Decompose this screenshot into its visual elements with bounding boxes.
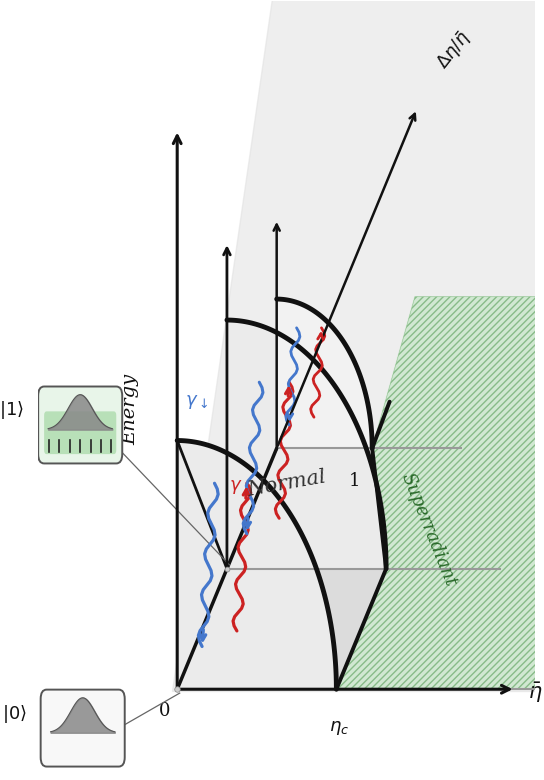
Polygon shape: [177, 320, 386, 690]
Text: Normal: Normal: [246, 467, 327, 499]
FancyBboxPatch shape: [44, 411, 116, 454]
Text: $\gamma_{\uparrow}$: $\gamma_{\uparrow}$: [230, 478, 252, 496]
Text: $|1\rangle$: $|1\rangle$: [0, 399, 24, 421]
Text: 0: 0: [159, 702, 170, 720]
Text: Energy: Energy: [121, 374, 139, 445]
FancyBboxPatch shape: [41, 690, 125, 767]
Text: $\bar{\eta}$: $\bar{\eta}$: [528, 681, 542, 705]
Text: $\eta_c$: $\eta_c$: [329, 718, 349, 737]
Polygon shape: [227, 320, 386, 569]
Polygon shape: [277, 299, 372, 448]
Polygon shape: [172, 0, 544, 691]
Polygon shape: [177, 441, 336, 690]
Text: $\gamma_{\downarrow}$: $\gamma_{\downarrow}$: [184, 392, 208, 410]
Text: Superradiant: Superradiant: [397, 470, 459, 590]
Text: 1: 1: [349, 472, 361, 490]
Text: $|0\rangle$: $|0\rangle$: [2, 703, 27, 725]
Text: $\Delta\eta/\bar{\eta}$: $\Delta\eta/\bar{\eta}$: [432, 27, 476, 74]
Polygon shape: [336, 296, 544, 690]
FancyBboxPatch shape: [38, 387, 122, 463]
